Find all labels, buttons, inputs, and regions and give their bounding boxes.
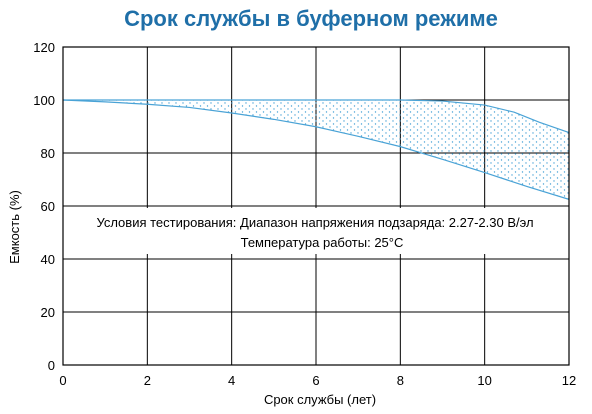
x-tick-label: 8	[397, 373, 404, 388]
y-tick-label: 100	[33, 93, 55, 108]
series-line-upper	[63, 99, 570, 134]
series-line-lower	[62, 99, 570, 200]
y-tick-label: 120	[33, 40, 55, 55]
y-tick-label: 0	[48, 358, 55, 373]
note-background	[70, 208, 560, 254]
grid	[63, 47, 569, 365]
x-tick-label: 0	[59, 373, 66, 388]
x-tick-label: 10	[477, 373, 491, 388]
y-tick-label: 40	[41, 252, 55, 267]
x-axis-label: Срок службы (лет)	[264, 392, 376, 407]
y-axis-label: Емкость (%)	[7, 190, 22, 264]
y-tick-label: 20	[41, 305, 55, 320]
x-tick-label: 12	[562, 373, 576, 388]
annotation-line-1: Условия тестирования: Диапазон напряжени…	[96, 215, 533, 230]
series-layer	[62, 99, 570, 200]
x-tick-label: 2	[144, 373, 151, 388]
y-tick-label: 80	[41, 146, 55, 161]
annotation-line-2: Температура работы: 25°C	[241, 235, 404, 250]
x-tick-label: 4	[228, 373, 235, 388]
plot-frame	[62, 46, 570, 366]
x-tick-label: 6	[312, 373, 319, 388]
chart-title: Срок службы в буферном режиме	[124, 6, 498, 31]
y-tick-label: 60	[41, 199, 55, 214]
tolerance-band	[63, 100, 569, 200]
